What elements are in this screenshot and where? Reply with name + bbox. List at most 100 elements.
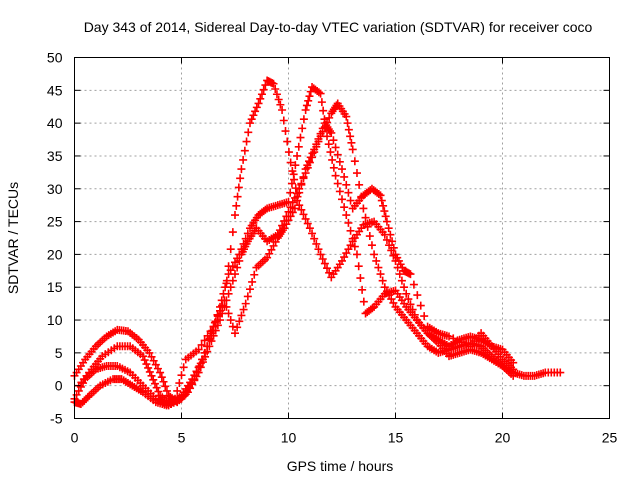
data-point [453, 336, 462, 345]
data-point [346, 226, 355, 235]
data-point [376, 191, 385, 200]
data-point [331, 143, 340, 152]
y-tick-label: 15 [47, 279, 63, 295]
data-point [157, 373, 166, 382]
y-axis-label: SDTVAR / TECUs [5, 182, 21, 294]
data-point [340, 172, 349, 181]
data-point [195, 361, 204, 370]
data-point [352, 169, 361, 178]
data-point [303, 219, 312, 228]
data-point [173, 386, 182, 395]
data-point [329, 136, 338, 145]
data-point [239, 239, 248, 248]
x-tick-label: 5 [178, 430, 186, 446]
x-tick-label: 0 [71, 430, 79, 446]
series-arc-4 [70, 119, 518, 410]
data-point [289, 170, 298, 179]
data-point [314, 134, 323, 143]
data-point [281, 127, 290, 136]
data-point [402, 289, 411, 298]
y-tick-label: 20 [47, 246, 63, 262]
data-point [233, 192, 242, 201]
data-point [310, 234, 319, 243]
axis-ticks: 0 5 10 15 20 25 -5 0 5 10 15 20 25 30 35 40 45 50 [47, 50, 618, 446]
data-point [416, 301, 425, 310]
data-point [301, 214, 310, 223]
data-point [147, 371, 156, 380]
data-point [226, 245, 235, 254]
data-point [312, 239, 321, 248]
data-point [194, 345, 203, 354]
data-point [203, 342, 212, 351]
data-point [374, 263, 383, 272]
data-point [328, 155, 337, 164]
data-point [367, 241, 376, 250]
data-point [457, 338, 466, 347]
data-point [302, 101, 311, 110]
data-point [312, 140, 321, 149]
data-point [342, 112, 351, 121]
data-point [409, 280, 418, 289]
data-point [171, 394, 180, 403]
data-point [344, 218, 353, 227]
data-point [343, 119, 352, 128]
data-point [169, 396, 178, 405]
data-point [368, 304, 377, 313]
data-point [329, 163, 338, 172]
data-point [354, 262, 363, 271]
data-point [283, 137, 292, 146]
data-point [359, 204, 368, 213]
data-point [197, 340, 206, 349]
data-point [318, 255, 327, 264]
data-point [286, 188, 295, 197]
data-point [306, 153, 315, 162]
data-point [413, 291, 422, 300]
data-point [198, 355, 207, 364]
data-point [222, 276, 231, 285]
data-point [272, 90, 281, 99]
data-point [218, 301, 227, 310]
data-point [338, 165, 346, 174]
y-tick-label: 0 [55, 378, 63, 394]
data-point [449, 334, 458, 343]
data-point [240, 146, 249, 155]
data-point [152, 383, 161, 392]
data-point [335, 187, 344, 196]
data-point [200, 348, 209, 357]
data-point [297, 205, 306, 214]
data-point [344, 188, 353, 197]
data-point [445, 332, 453, 341]
data-point [335, 157, 344, 166]
data-point [356, 274, 365, 283]
data-point [340, 203, 349, 212]
data-point [250, 270, 259, 279]
data-point [293, 151, 302, 160]
data-point [509, 371, 518, 380]
data-point [175, 379, 184, 388]
data-point [236, 174, 245, 183]
data-point [355, 180, 364, 189]
data-point [374, 190, 383, 199]
data-point [239, 155, 248, 164]
data-point [279, 116, 288, 125]
data-point [245, 119, 254, 128]
data-point [305, 92, 314, 101]
data-point [378, 276, 387, 285]
data-point [377, 196, 386, 205]
data-point [379, 201, 388, 210]
data-point [150, 379, 159, 388]
data-point [156, 368, 165, 377]
data-point [348, 234, 357, 243]
y-tick-label: -5 [50, 411, 63, 427]
data-point [294, 142, 303, 151]
data-point [242, 137, 251, 146]
data-point [252, 103, 261, 112]
data-point [274, 95, 283, 104]
data-point [284, 148, 293, 157]
data-point [333, 150, 342, 159]
data-point [382, 217, 391, 226]
data-point [254, 99, 263, 108]
data-point [162, 386, 171, 395]
data-point [232, 201, 241, 210]
